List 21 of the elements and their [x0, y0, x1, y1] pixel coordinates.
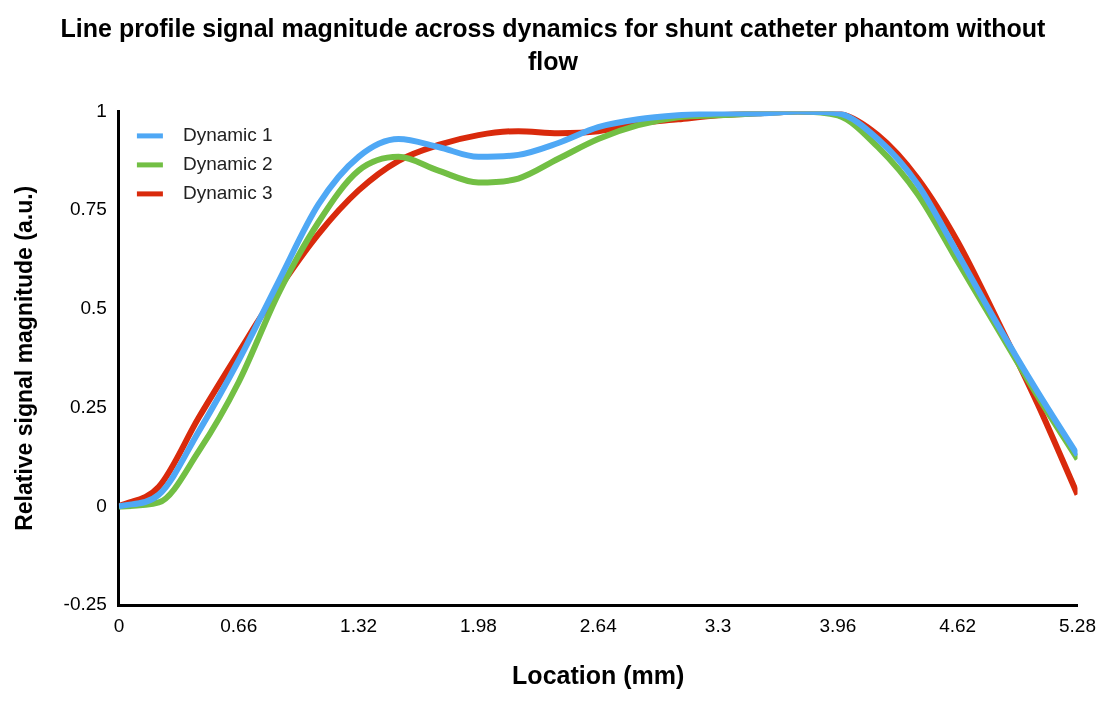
y-axis-title: Relative signal magnitude (a.u.) — [11, 185, 38, 531]
y-tick-label: 0.75 — [69, 198, 107, 220]
legend-label: Dynamic 3 — [182, 182, 273, 204]
chart-title: Line profile signal magnitude across dynamics for shunt catheter phantom without flow — [59, 13, 1047, 77]
y-tick-label: -0.25 — [63, 593, 107, 615]
y-tick-label: 0.25 — [69, 395, 107, 417]
y-tick-label: 0.5 — [80, 297, 107, 319]
x-tick-label: 0 — [113, 614, 125, 636]
x-tick-label: 4.62 — [939, 614, 977, 636]
x-tick-label: 3.96 — [819, 614, 857, 636]
y-tick-label: 1 — [96, 99, 107, 121]
x-tick-label: 0.66 — [220, 614, 258, 636]
x-tick-label: 1.98 — [459, 614, 497, 636]
x-tick-label: 3.3 — [704, 614, 732, 636]
x-tick-label: 2.64 — [579, 614, 618, 636]
legend-label: Dynamic 1 — [182, 124, 273, 146]
x-tick-label: 5.28 — [1059, 614, 1096, 636]
legend-label: Dynamic 2 — [182, 153, 273, 175]
y-tick-label: 0 — [96, 494, 107, 516]
x-tick-label: 1.32 — [340, 614, 378, 636]
x-axis-title: Location (mm) — [512, 660, 685, 689]
